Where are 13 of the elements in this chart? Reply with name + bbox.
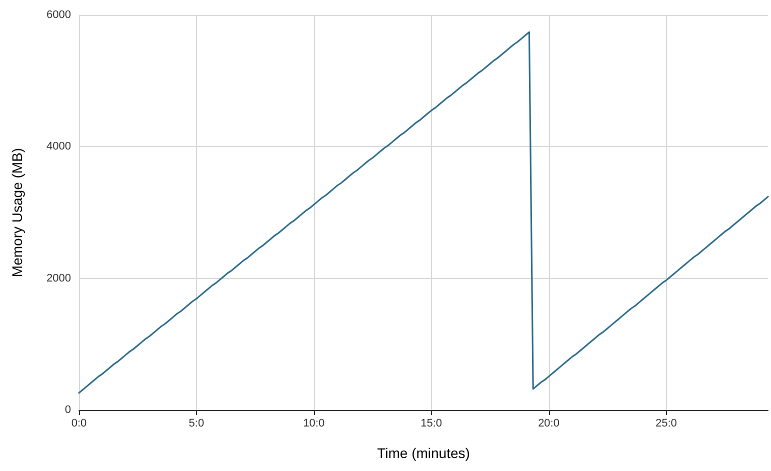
- y-tick-label: 4000: [46, 140, 71, 153]
- x-axis-title: Time (minutes): [377, 445, 470, 461]
- x-tick-label: 5:0: [188, 418, 204, 430]
- y-axis-title: Memory Usage (MB): [9, 148, 25, 278]
- x-tick-label: 15:0: [420, 418, 442, 430]
- line-series: [78, 31, 769, 394]
- x-tick-label: 25:0: [656, 418, 677, 430]
- y-tick-label: 6000: [46, 9, 71, 21]
- x-tick-label: 20:0: [538, 418, 560, 430]
- y-tick-label: 2000: [46, 272, 71, 284]
- x-tick-label: 10:0: [303, 418, 325, 430]
- x-tick-label: 0:0: [71, 418, 87, 430]
- y-tick-label: 0: [64, 404, 71, 416]
